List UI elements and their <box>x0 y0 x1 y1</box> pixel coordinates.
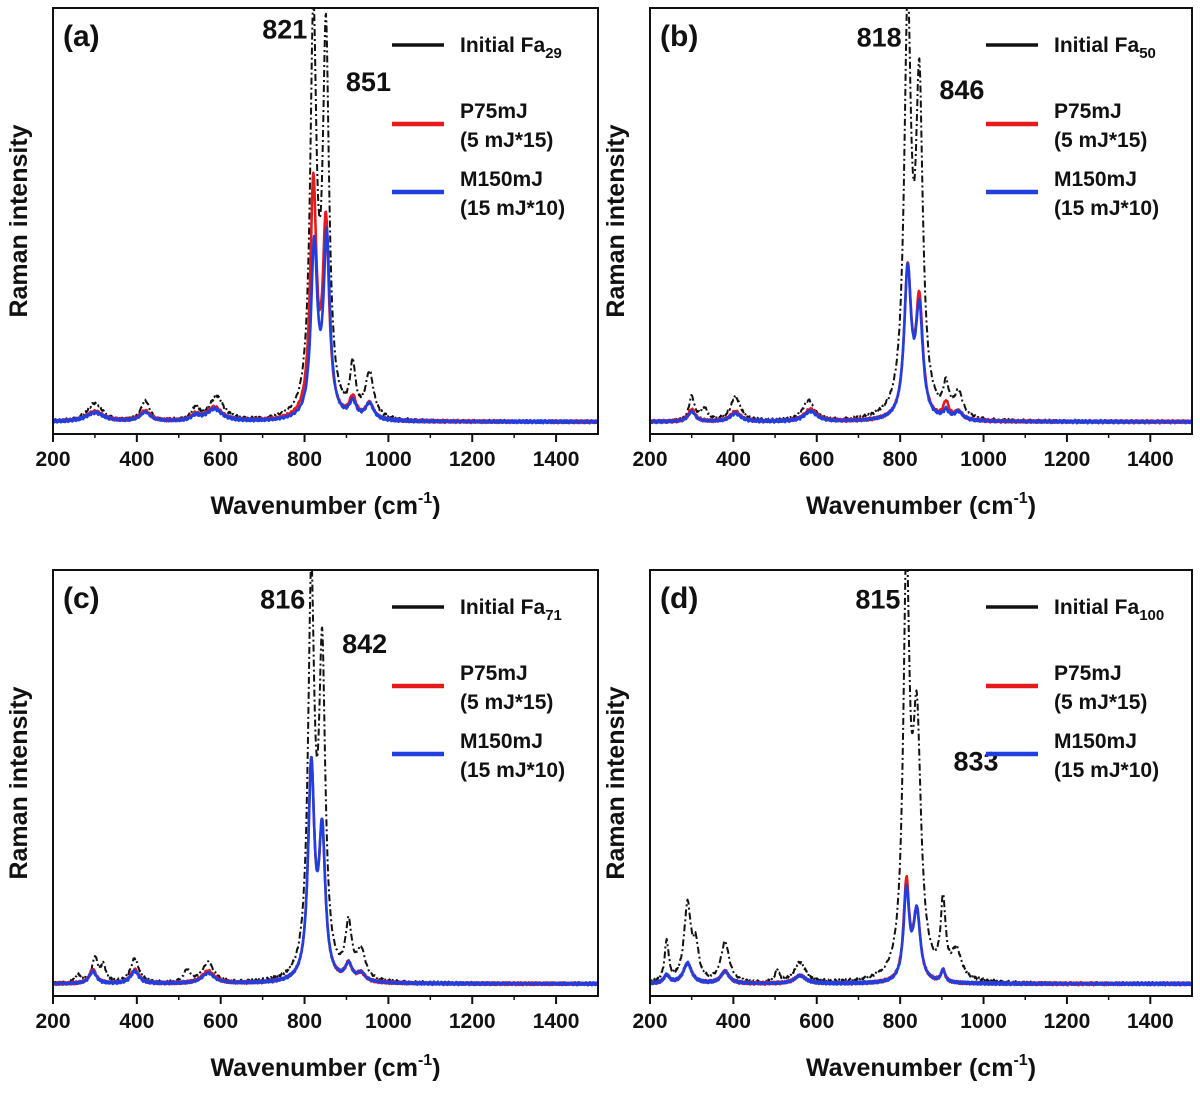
legend-label: P75mJ <box>1054 100 1122 123</box>
legend-label: Initial Fa71 <box>460 596 562 624</box>
x-tick-label: 200 <box>35 448 70 471</box>
x-tick-label: 400 <box>119 1010 154 1033</box>
peak-label: 818 <box>857 22 902 52</box>
x-tick-label: 1000 <box>960 448 1007 471</box>
peak-label: 842 <box>342 629 387 659</box>
x-tick-label: 200 <box>632 1010 667 1033</box>
legend-entry: Initial Fa100 <box>986 596 1164 624</box>
panel-label: (d) <box>660 582 698 615</box>
legend-label: M150mJ <box>1054 168 1137 191</box>
legend-label-detail: (15 mJ*10) <box>1054 759 1159 782</box>
legend-entry: M150mJ (15 mJ*10) <box>986 730 1159 782</box>
legend-label: M150mJ <box>460 730 543 753</box>
x-tick-label: 400 <box>716 448 751 471</box>
peak-label: 821 <box>262 14 307 44</box>
series-line-m150mj <box>650 883 1192 987</box>
legend-label: M150mJ <box>1054 730 1137 753</box>
x-axis-label: Wavenumber (cm-1) <box>210 1052 440 1082</box>
panel-2: 200 400 600 800 1000 1200 1400 Wavenumber (cm-1… <box>602 7 1193 520</box>
legend-label: P75mJ <box>460 100 528 123</box>
legend-label: Initial Fa100 <box>1054 596 1164 624</box>
legend-entry: P75mJ (5 mJ*15) <box>986 662 1147 714</box>
legend-entry: P75mJ (5 mJ*15) <box>392 662 553 714</box>
panel-label: (b) <box>660 20 698 53</box>
x-tick-label: 1200 <box>449 1010 496 1033</box>
x-tick-label: 1400 <box>1127 1010 1174 1033</box>
plot-frame <box>52 7 599 435</box>
x-tick-label: 800 <box>883 448 918 471</box>
x-tick-label: 1000 <box>365 1010 412 1033</box>
legend-label: M150mJ <box>460 168 543 191</box>
legend-label-detail: (15 mJ*10) <box>460 197 565 220</box>
x-axis-label: Wavenumber (cm-1) <box>806 1052 1036 1082</box>
peak-label: 833 <box>954 747 999 777</box>
legend-label-detail: (5 mJ*15) <box>1054 129 1147 152</box>
x-tick-label: 1400 <box>1127 448 1174 471</box>
plot-frame <box>649 569 1193 997</box>
y-axis-label: Raman intensity <box>5 124 33 317</box>
series-line-p75mj <box>650 261 1192 425</box>
legend-label-detail: (5 mJ*15) <box>460 129 553 152</box>
legend-label: Initial Fa29 <box>460 34 562 62</box>
plot-frame <box>52 569 599 997</box>
legend-label: P75mJ <box>1054 662 1122 685</box>
legend-entry: Initial Fa71 <box>392 596 562 624</box>
panel-3: 200 400 600 800 1000 1200 1400 Wavenumber (cm-1… <box>5 569 599 1082</box>
legend-label-detail: (15 mJ*10) <box>460 759 565 782</box>
x-tick-label: 200 <box>632 448 667 471</box>
panel-label: (a) <box>63 20 100 53</box>
x-tick-label: 1200 <box>1044 448 1091 471</box>
legend-entry: P75mJ (5 mJ*15) <box>392 100 553 152</box>
x-tick-label: 1400 <box>533 1010 580 1033</box>
legend-entry: M150mJ (15 mJ*10) <box>392 730 565 782</box>
legend-label-detail: (15 mJ*10) <box>1054 197 1159 220</box>
x-tick-label: 800 <box>287 448 322 471</box>
panel-4: 200 400 600 800 1000 1200 1400 Wavenumber (cm-1… <box>602 569 1193 1082</box>
x-tick-label: 600 <box>203 1010 238 1033</box>
x-tick-label: 1000 <box>365 448 412 471</box>
x-axis-label: Wavenumber (cm-1) <box>806 490 1036 520</box>
series-line-m150mj <box>650 262 1192 425</box>
x-tick-label: 1400 <box>533 448 580 471</box>
legend-entry: Initial Fa50 <box>986 34 1156 62</box>
legend-label: P75mJ <box>460 662 528 685</box>
series-line-m150mj <box>53 226 598 425</box>
legend-label-detail: (5 mJ*15) <box>1054 691 1147 714</box>
plot-frame <box>649 7 1193 435</box>
peak-label: 846 <box>939 75 984 105</box>
legend-entry: P75mJ (5 mJ*15) <box>986 100 1147 152</box>
legend-entry: Initial Fa29 <box>392 34 562 62</box>
x-tick-label: 400 <box>716 1010 751 1033</box>
x-tick-label: 200 <box>35 1010 70 1033</box>
peak-label: 816 <box>260 584 305 614</box>
peak-label: 815 <box>855 584 900 614</box>
panel-label: (c) <box>63 582 100 615</box>
series-line-p75mj <box>650 874 1192 987</box>
legend-entry: M150mJ (15 mJ*10) <box>986 168 1159 220</box>
series-line-m150mj <box>53 755 598 987</box>
x-tick-label: 600 <box>799 1010 834 1033</box>
peak-label: 851 <box>346 67 391 97</box>
x-tick-label: 400 <box>119 448 154 471</box>
x-tick-label: 1200 <box>449 448 496 471</box>
x-tick-label: 800 <box>287 1010 322 1033</box>
x-tick-label: 1000 <box>960 1010 1007 1033</box>
legend-label: Initial Fa50 <box>1054 34 1156 62</box>
legend-entry: M150mJ (15 mJ*10) <box>392 168 565 220</box>
x-tick-label: 600 <box>799 448 834 471</box>
x-axis-label: Wavenumber (cm-1) <box>210 490 440 520</box>
y-axis-label: Raman intensity <box>602 124 630 317</box>
legend-label-detail: (5 mJ*15) <box>460 691 553 714</box>
x-tick-label: 600 <box>203 448 238 471</box>
panel-1: 200 400 600 800 1000 1200 1400 Wavenumber (cm-1… <box>5 7 599 520</box>
y-axis-label: Raman intensity <box>602 686 630 879</box>
x-tick-label: 1200 <box>1044 1010 1091 1033</box>
x-tick-label: 800 <box>883 1010 918 1033</box>
y-axis-label: Raman intensity <box>5 686 33 879</box>
